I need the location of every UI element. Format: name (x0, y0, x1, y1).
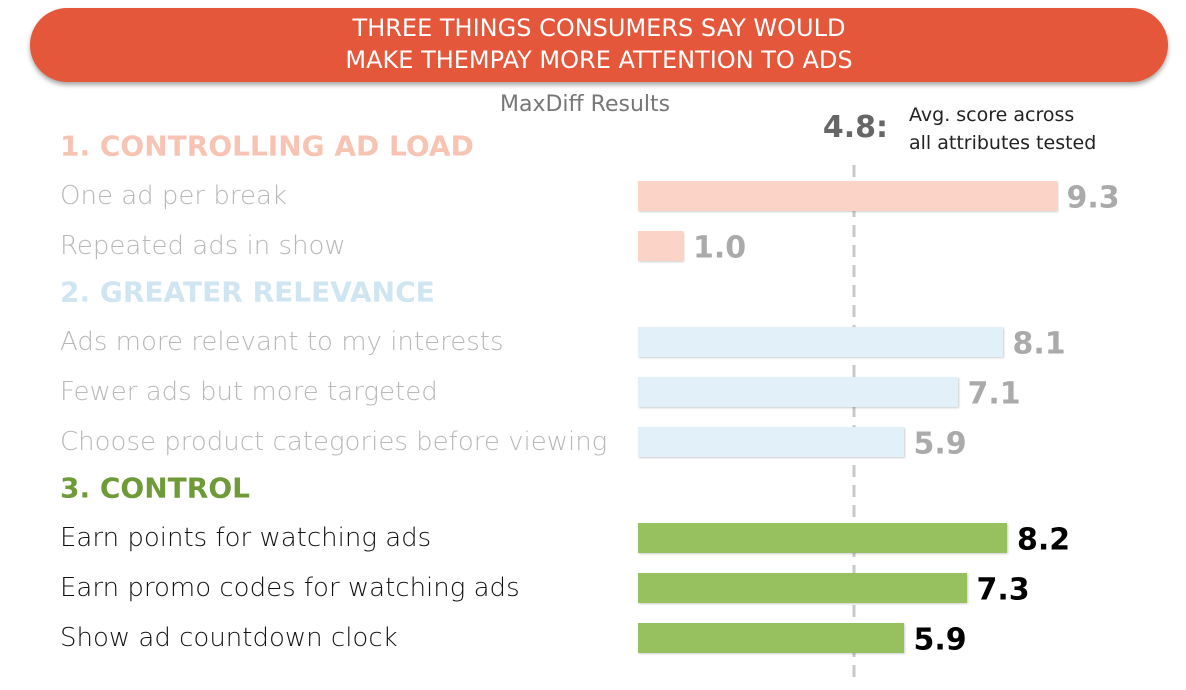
reference-note: all attributes tested (909, 132, 1097, 154)
bar (638, 327, 1003, 357)
title-banner (30, 8, 1168, 82)
bar (638, 181, 1057, 211)
bar (638, 377, 958, 407)
category-label: Fewer ads but more targeted (60, 377, 438, 407)
category-label: Ads more relevant to my interests (60, 327, 504, 357)
category-label: Earn points for watching ads (60, 523, 432, 553)
category-label: Choose product categories before viewing (60, 427, 608, 457)
bar (638, 523, 1007, 553)
value-label: 1.0 (693, 230, 747, 266)
subtitle: MaxDiff Results (500, 92, 671, 117)
value-label: 8.1 (1012, 326, 1066, 362)
reference-note: Avg. score across (909, 104, 1075, 126)
chart-title: MAKE THEMPAY MORE ATTENTION TO ADS (345, 46, 853, 74)
category-label: Show ad countdown clock (60, 623, 398, 653)
group-header: 2. GREATER RELEVANCE (60, 275, 435, 309)
bar (638, 573, 967, 603)
bar (638, 231, 683, 261)
category-label: Repeated ads in show (60, 231, 346, 261)
value-label: 7.1 (967, 376, 1021, 412)
bar (638, 427, 904, 457)
value-label: 7.3 (976, 572, 1030, 608)
value-label: 5.9 (913, 426, 967, 462)
group-header: 3. CONTROL (60, 471, 250, 505)
group-header: 1. CONTROLLING AD LOAD (60, 129, 474, 163)
category-label: One ad per break (60, 181, 287, 211)
value-label: 5.9 (913, 622, 967, 658)
chart-title: THREE THINGS CONSUMERS SAY WOULD (352, 14, 846, 42)
value-label: 8.2 (1017, 522, 1071, 558)
reference-label: 4.8: (822, 110, 888, 145)
bar (638, 623, 904, 653)
value-label: 9.3 (1066, 180, 1120, 216)
category-label: Earn promo codes for watching ads (60, 573, 520, 603)
